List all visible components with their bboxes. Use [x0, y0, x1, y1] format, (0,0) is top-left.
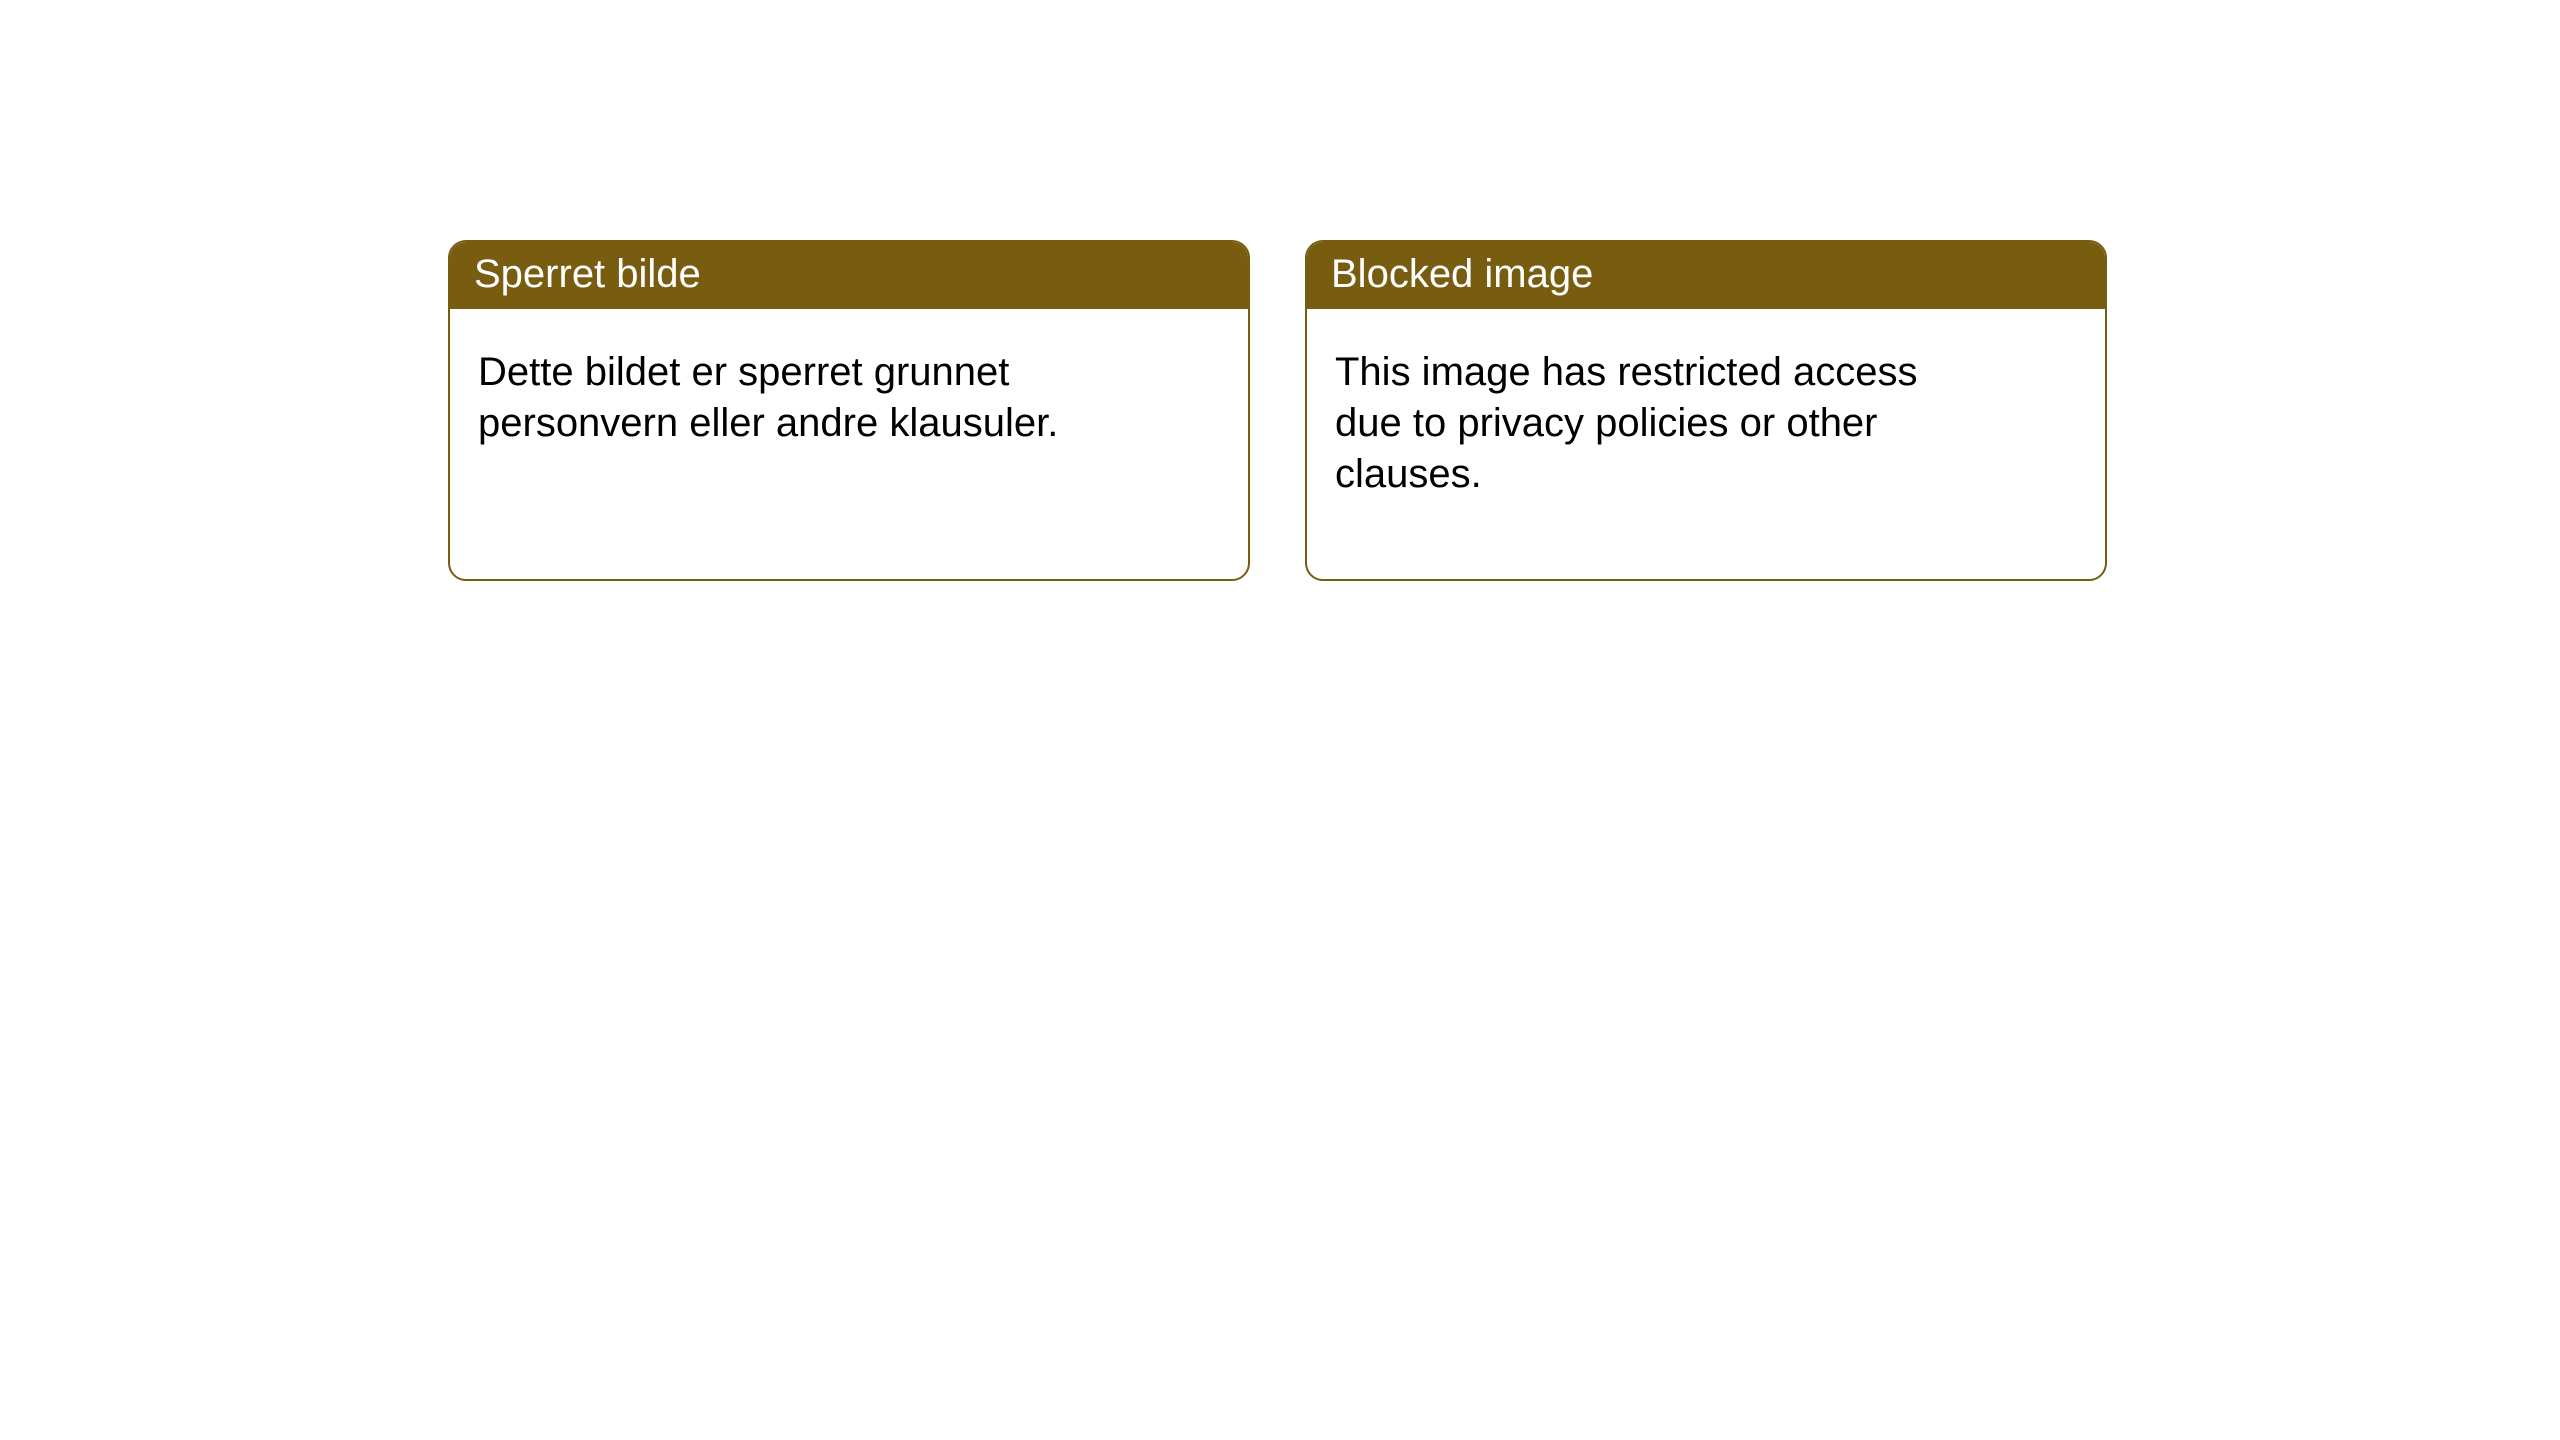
notice-card-norwegian: Sperret bilde Dette bildet er sperret gr… [448, 240, 1250, 581]
notice-card-english: Blocked image This image has restricted … [1305, 240, 2107, 581]
card-title: Blocked image [1331, 252, 1593, 296]
card-body: This image has restricted access due to … [1307, 309, 1987, 579]
card-header: Sperret bilde [450, 242, 1248, 309]
card-body: Dette bildet er sperret grunnet personve… [450, 309, 1130, 527]
card-title: Sperret bilde [474, 252, 701, 296]
notice-cards-container: Sperret bilde Dette bildet er sperret gr… [0, 0, 2560, 581]
card-body-text: This image has restricted access due to … [1335, 350, 1917, 496]
card-header: Blocked image [1307, 242, 2105, 309]
card-body-text: Dette bildet er sperret grunnet personve… [478, 350, 1058, 445]
